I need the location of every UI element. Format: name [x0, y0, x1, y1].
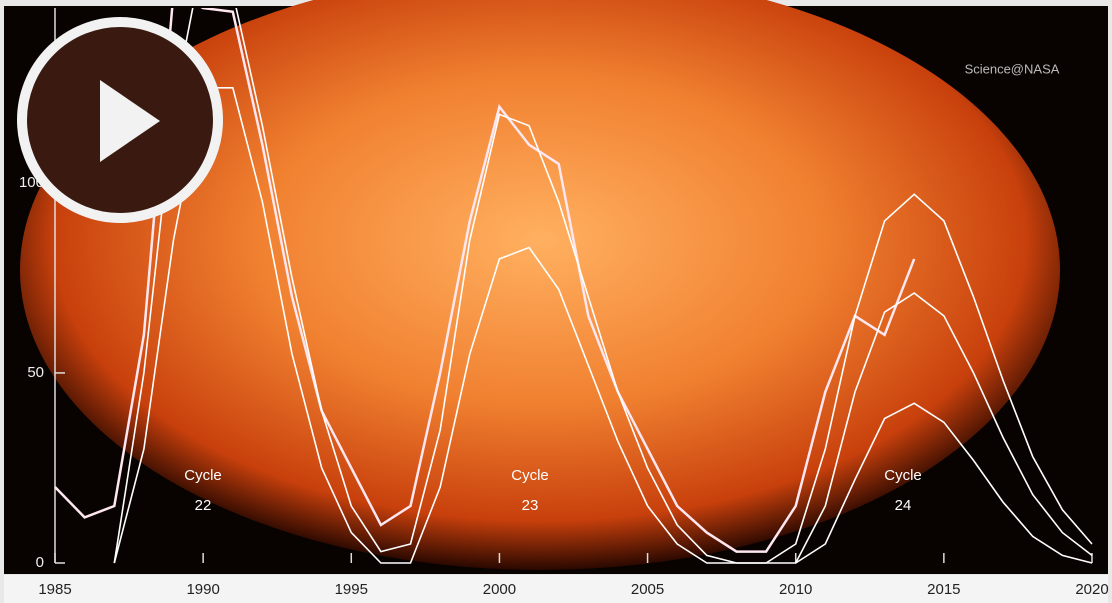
- x-tick-label: 2015: [927, 581, 960, 598]
- y-tick-label: 0: [36, 554, 44, 571]
- y-tick-label: 50: [27, 364, 44, 381]
- x-tick-label: 2005: [631, 581, 664, 598]
- watermark: Science@NASA: [965, 61, 1060, 76]
- play-button[interactable]: [22, 22, 218, 218]
- x-tick-label: 2000: [483, 581, 516, 598]
- x-tick-label: 1985: [38, 581, 71, 598]
- cycle-label: Cycle: [511, 467, 549, 484]
- cycle-number: 23: [522, 497, 539, 514]
- video-thumbnail[interactable]: 05010019851990199520002005201020152020Cy…: [0, 0, 1112, 603]
- cycle-number: 24: [895, 497, 912, 514]
- cycle-number: 22: [195, 497, 212, 514]
- x-tick-label: 1990: [186, 581, 219, 598]
- x-tick-label: 2010: [779, 581, 812, 598]
- x-tick-label: 2020: [1075, 581, 1108, 598]
- x-tick-label: 1995: [335, 581, 368, 598]
- cycle-label: Cycle: [884, 467, 922, 484]
- cycle-label: Cycle: [184, 467, 222, 484]
